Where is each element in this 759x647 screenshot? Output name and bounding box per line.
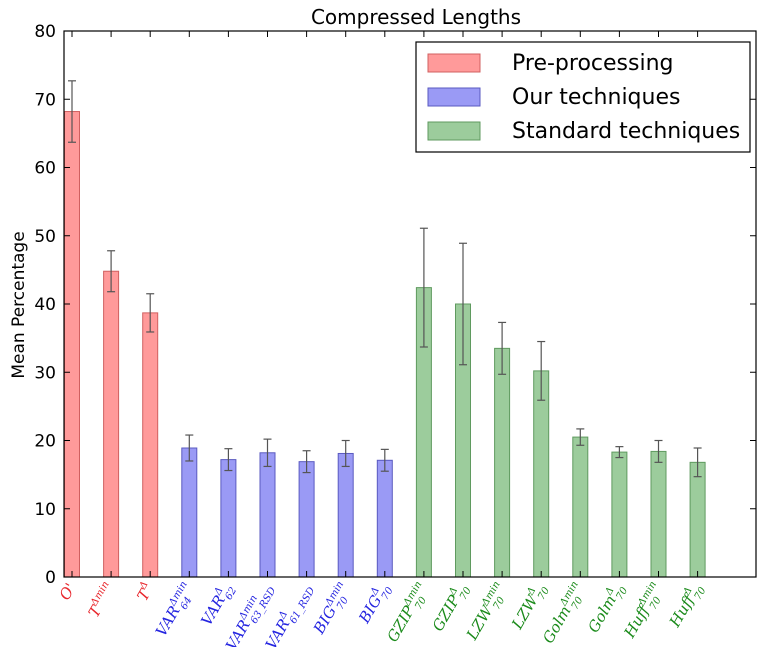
- bar: [64, 111, 80, 578]
- bar: [220, 459, 237, 578]
- y-tick-label: 0: [45, 568, 56, 588]
- bar: [689, 461, 706, 578]
- bar: [142, 312, 159, 578]
- y-tick-label: 70: [34, 90, 56, 110]
- x-tick-label: BIGΔmin70: [309, 580, 357, 640]
- x-tick-label: HuffΔ70: [664, 579, 708, 633]
- legend-swatch: [427, 53, 481, 73]
- bar: [611, 451, 628, 578]
- y-tick-label: 40: [34, 295, 56, 315]
- bar: [298, 461, 315, 578]
- y-tick-label: 10: [34, 500, 56, 520]
- chart-title: Compressed Lengths: [311, 5, 521, 29]
- legend-label: Our techniques: [512, 85, 680, 110]
- x-tick-label: VARΔmin64: [151, 580, 200, 642]
- x-tick-label: O': [56, 580, 80, 603]
- bar: [572, 436, 589, 578]
- bar: [259, 452, 276, 578]
- x-tick-label: BIGΔ70: [354, 579, 396, 629]
- bar: [181, 447, 198, 578]
- y-tick-label: 80: [34, 22, 56, 42]
- x-tick-label: TΔmin: [84, 580, 119, 621]
- y-tick-label: 30: [34, 363, 56, 383]
- y-tick-label: 20: [34, 432, 56, 452]
- bar: [337, 452, 354, 578]
- y-tick-label: 60: [34, 159, 56, 179]
- bar: [376, 459, 393, 578]
- x-tick-label: VARΔ62: [196, 580, 239, 631]
- legend-swatch: [427, 87, 481, 107]
- bar: [103, 270, 120, 578]
- y-tick-label: 50: [34, 227, 56, 247]
- legend-label: Pre-processing: [512, 51, 673, 76]
- bar: [494, 347, 511, 578]
- legend-label: Standard techniques: [512, 119, 740, 144]
- x-tick-label: TΔ: [133, 580, 158, 604]
- legend-swatch: [427, 121, 481, 141]
- bar: [533, 370, 550, 578]
- bar: [650, 450, 667, 578]
- y-axis-label: Mean Percentage: [9, 231, 29, 378]
